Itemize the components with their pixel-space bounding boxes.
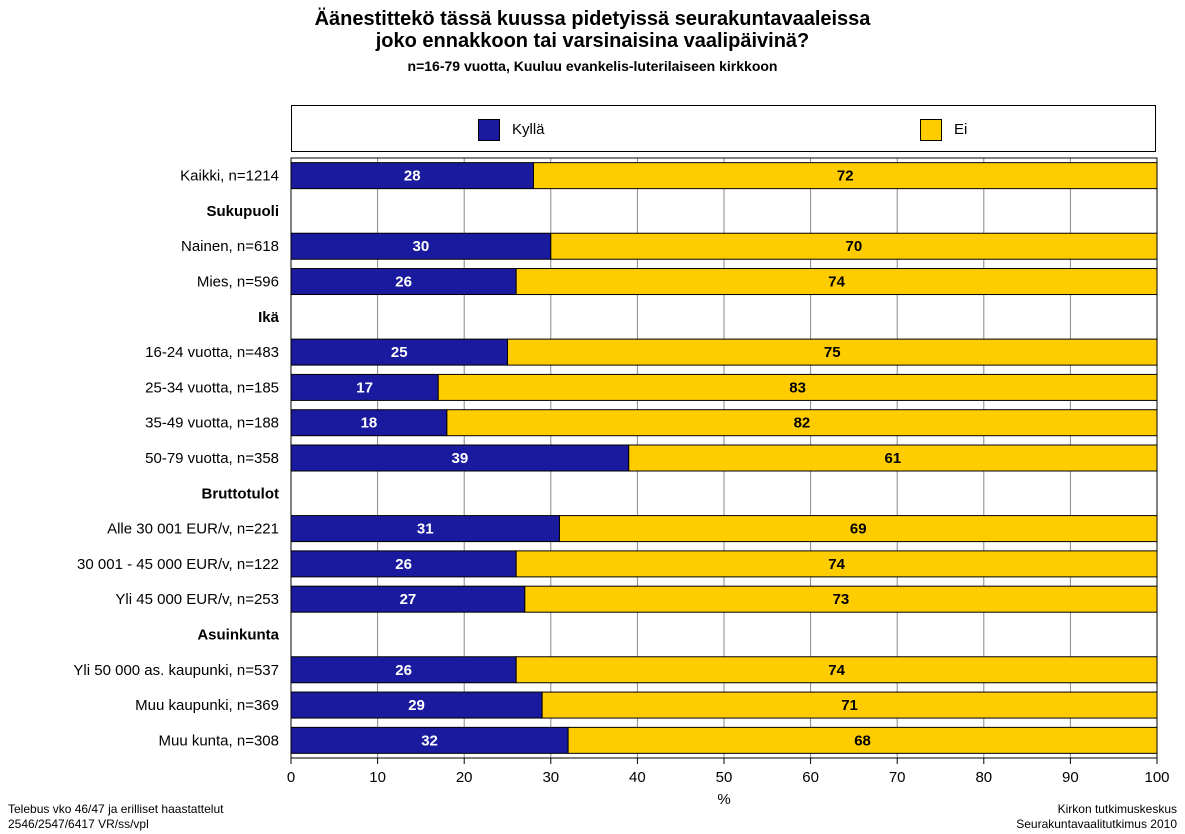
category-label: Yli 45 000 EUR/v, n=253 [115, 591, 279, 608]
data-label-ei: 71 [841, 697, 858, 714]
data-label-kylla: 26 [395, 274, 412, 291]
category-label: Muu kunta, n=308 [158, 732, 279, 749]
chart-title-line1: Äänestittekö tässä kuussa pidetyissä seu… [314, 8, 871, 30]
legend-label-ei: Ei [954, 121, 968, 138]
bar-kylla [290, 162, 534, 190]
chart-subtitle: n=16-79 vuotta, Kuuluu evankelis-luteril… [407, 58, 778, 74]
data-label-kylla: 39 [452, 450, 469, 467]
category-label: Kaikki, n=1214 [180, 168, 279, 185]
data-label-ei: 82 [794, 415, 811, 432]
bar-ei [524, 585, 1158, 613]
group-header: Bruttotulot [202, 485, 279, 502]
bar-ei [515, 550, 1158, 578]
x-tick-label: 40 [629, 769, 646, 786]
bar-ei [437, 373, 1158, 401]
bar-ei [558, 515, 1158, 543]
data-label-kylla: 32 [421, 732, 438, 749]
data-label-ei: 75 [824, 344, 841, 361]
group-header: Ikä [258, 309, 280, 326]
data-label-ei: 74 [828, 662, 845, 679]
data-label-kylla: 27 [400, 591, 417, 608]
bar-ei [507, 338, 1158, 366]
data-label-ei: 61 [885, 450, 902, 467]
legend-swatch-kylla [478, 119, 500, 141]
group-header: Asuinkunta [197, 626, 279, 643]
category-label: Yli 50 000 as. kaupunki, n=537 [73, 662, 279, 679]
category-label: 25-34 vuotta, n=185 [145, 379, 279, 396]
footer-org-line2: Seurakuntavaalitutkimus 2010 [1016, 817, 1177, 831]
category-label: Mies, n=596 [197, 274, 279, 291]
x-tick-label: 0 [287, 769, 295, 786]
data-label-ei: 74 [828, 556, 845, 573]
data-label-kylla: 25 [391, 344, 408, 361]
x-tick-label: 30 [542, 769, 559, 786]
bar-kylla [290, 444, 630, 472]
data-label-ei: 70 [846, 238, 863, 255]
data-label-kylla: 17 [356, 379, 373, 396]
bar-kylla [290, 656, 517, 684]
data-label-ei: 72 [837, 168, 854, 185]
bar-ei [628, 444, 1158, 472]
footer-source-line1: Telebus vko 46/47 ja erilliset haastatte… [8, 802, 224, 816]
x-tick-label: 80 [975, 769, 992, 786]
data-label-kylla: 26 [395, 556, 412, 573]
data-label-ei: 74 [828, 274, 845, 291]
bar-kylla [290, 268, 517, 296]
category-label: Muu kaupunki, n=369 [135, 697, 279, 714]
category-label: Nainen, n=618 [181, 238, 279, 255]
bar-kylla [290, 409, 448, 437]
data-label-kylla: 31 [417, 521, 434, 538]
data-label-ei: 69 [850, 521, 867, 538]
footer-source-line2: 2546/2547/6417 VR/ss/vpl [8, 817, 149, 831]
category-label: 30 001 - 45 000 EUR/v, n=122 [77, 556, 279, 573]
data-label-kylla: 18 [361, 415, 378, 432]
bar-ei [515, 656, 1158, 684]
category-label: 16-24 vuotta, n=483 [145, 344, 279, 361]
x-tick-label: 70 [889, 769, 906, 786]
category-label: 35-49 vuotta, n=188 [145, 415, 279, 432]
group-header: Sukupuoli [207, 203, 280, 220]
x-tick-label: 20 [456, 769, 473, 786]
data-label-kylla: 28 [404, 168, 421, 185]
data-label-kylla: 26 [395, 662, 412, 679]
data-label-kylla: 30 [413, 238, 430, 255]
category-label: Alle 30 001 EUR/v, n=221 [107, 521, 279, 538]
x-tick-label: 60 [802, 769, 819, 786]
category-label: 50-79 vuotta, n=358 [145, 450, 279, 467]
data-label-ei: 73 [833, 591, 850, 608]
footer-org-line1: Kirkon tutkimuskeskus [1057, 802, 1177, 816]
bar-kylla [290, 232, 552, 260]
bar-ei [550, 232, 1158, 260]
x-tick-label: 100 [1144, 769, 1169, 786]
x-axis-label: % [717, 791, 730, 808]
x-tick-label: 10 [369, 769, 386, 786]
legend-swatch-ei [920, 119, 942, 141]
data-label-kylla: 29 [408, 697, 425, 714]
bar-ei [515, 268, 1158, 296]
bar-ei [446, 409, 1158, 437]
legend-label-kylla: Kyllä [512, 121, 545, 138]
x-tick-label: 90 [1062, 769, 1079, 786]
chart-title-line2: joko ennakkoon tai varsinaisina vaalipäi… [375, 30, 810, 52]
data-label-ei: 83 [789, 379, 806, 396]
data-label-ei: 68 [854, 732, 871, 749]
x-tick-label: 50 [716, 769, 733, 786]
bar-ei [532, 162, 1158, 190]
legend: Kyllä Ei [291, 105, 1156, 152]
